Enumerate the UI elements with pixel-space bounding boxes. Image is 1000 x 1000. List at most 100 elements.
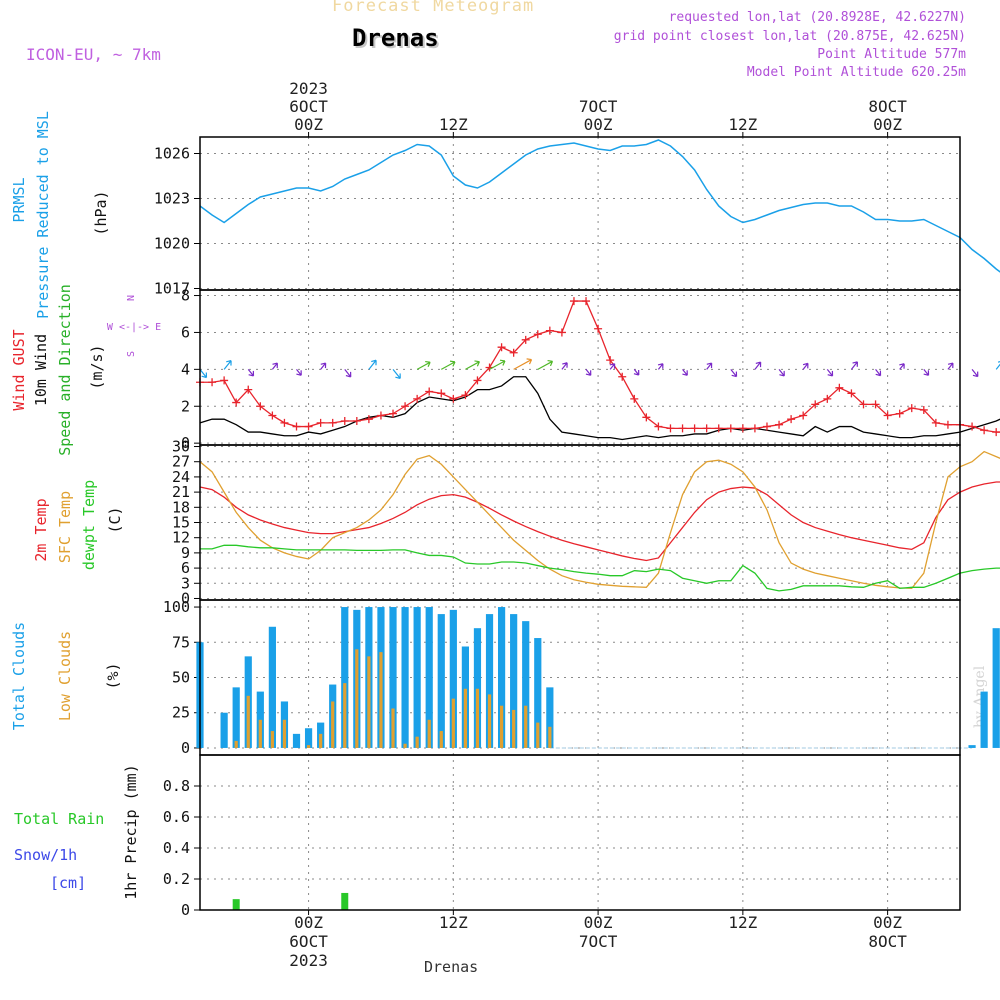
wind-gust-marker [618, 372, 627, 381]
wind-direction-arrow [223, 359, 232, 370]
wind-speed-line [199, 376, 1000, 441]
wind-frame [199, 289, 961, 446]
model-point-altitude: Model Point Altitude 620.25m [746, 65, 966, 80]
top-time-label: 2023 [289, 79, 328, 98]
wind-direction-arrow [320, 362, 327, 370]
clouds-ytick-label: 100 [163, 598, 190, 616]
wind-gust-marker [376, 411, 385, 420]
dewpoint-label: dewpt Temp [80, 480, 98, 570]
low-cloud-bar [391, 708, 395, 748]
wind-gust-marker [895, 409, 904, 418]
wind-gust-marker [437, 389, 446, 398]
bottom-time-label: 12Z [439, 913, 468, 932]
temperature-ytick-label: 0 [181, 589, 190, 607]
wind-gust-marker [775, 420, 784, 429]
pressure-ytick-label: 1026 [154, 145, 190, 163]
wind-gust-marker [847, 389, 856, 398]
wind-gust-marker [461, 391, 470, 400]
total-cloud-bar [220, 712, 228, 748]
wind-gust-marker [606, 356, 615, 365]
rain-bar [232, 899, 240, 910]
clouds-ytick-label: 50 [172, 669, 190, 687]
low-cloud-bar [512, 709, 516, 748]
wind-gust-marker [738, 424, 747, 433]
wind-direction-arrow [247, 368, 255, 377]
wind-gust-marker [232, 398, 241, 407]
wind-direction-arrow [271, 362, 278, 370]
wind-gust-line [200, 300, 1000, 433]
wind-direction-arrow [995, 361, 1000, 370]
wind-direction-arrow [730, 368, 738, 378]
wind-ytick-label: 4 [181, 360, 190, 378]
wind-gust-marker [401, 402, 410, 411]
low-cloud-bar [343, 683, 347, 748]
total-cloud-bar [473, 628, 482, 748]
wind-direction-arrow [489, 359, 506, 370]
wind-direction-arrow [633, 368, 640, 376]
wind-gust-marker [208, 378, 217, 387]
requested-coordinates: requested lon,lat (20.8928E, 42.6227N) [668, 10, 966, 25]
temperature-ytick-label: 3 [181, 574, 190, 592]
total-cloud-bar [232, 687, 240, 748]
pressure-frame [199, 136, 961, 291]
low-cloud-bar [379, 652, 383, 748]
wind-direction-arrow [416, 360, 431, 370]
wind-direction-arrow [368, 359, 377, 370]
wind-direction-arrow [947, 362, 954, 370]
top-time-label: 00Z [873, 115, 902, 134]
top-time-label: 6OCT [289, 97, 328, 116]
top-time-label: 00Z [294, 115, 323, 134]
wind-gust-marker [473, 376, 482, 385]
dewpoint-line [200, 544, 1000, 592]
wind-gust-marker [569, 297, 578, 306]
wind-gust-marker [992, 428, 1000, 437]
total-cloud-bar [534, 638, 542, 748]
precip-frame [199, 754, 961, 911]
low-cloud-bar [331, 701, 335, 748]
wind-gust-marker [859, 400, 868, 409]
wind-ytick-label: 0 [181, 434, 190, 452]
wind-direction-arrow [392, 368, 401, 380]
low-cloud-bar [403, 743, 407, 748]
wind-gust-marker [968, 422, 977, 431]
precip-ytick-label: 0.6 [163, 808, 190, 826]
total-cloud-bar [268, 626, 276, 748]
wind-direction-arrow [585, 368, 592, 376]
wind-direction-arrow [609, 363, 616, 370]
low-cloud-bar [258, 719, 262, 748]
wind-ytick-label: 8 [181, 287, 190, 305]
total-cloud-bar [485, 614, 494, 748]
total-cloud-bar [304, 728, 313, 748]
top-time-label: 8OCT [868, 97, 907, 116]
wind-gust-marker [943, 420, 952, 429]
wind-gust-marker [557, 328, 566, 337]
wind-gust-marker [256, 402, 265, 411]
temperature-ytick-label: 24 [172, 468, 190, 486]
wind-gust-marker [980, 426, 989, 435]
temperature-ytick-label: 18 [172, 498, 190, 516]
footer-location: Drenas [424, 958, 479, 976]
wind-direction-arrow [440, 360, 456, 370]
wind-gust-marker [835, 383, 844, 392]
total-clouds-label: Total Clouds [10, 622, 28, 730]
product-title: Forecast Meteogram [332, 0, 535, 16]
wind-gust-marker [244, 385, 253, 394]
wind-gust-marker [642, 413, 651, 422]
temp-unit-label: (C) [106, 506, 124, 533]
low-cloud-bar [427, 719, 431, 748]
precip-ytick-label: 0.2 [163, 870, 190, 888]
wind-gust-marker [811, 400, 820, 409]
total-cloud-bar [546, 687, 554, 748]
temperature-ytick-label: 9 [181, 544, 190, 562]
low-cloud-bar [487, 694, 492, 748]
pressure-label-prmsl: PRMSL [10, 177, 28, 222]
wind-gust-marker [630, 394, 639, 403]
temperature-ytick-label: 12 [172, 529, 190, 547]
bottom-time-label: 7OCT [579, 932, 618, 951]
wind-direction-arrow [465, 360, 480, 370]
low-cloud-bar [282, 719, 287, 748]
wind-gust-marker [654, 422, 663, 431]
wind-gust-marker [316, 418, 325, 427]
low-cloud-bar [524, 705, 528, 748]
